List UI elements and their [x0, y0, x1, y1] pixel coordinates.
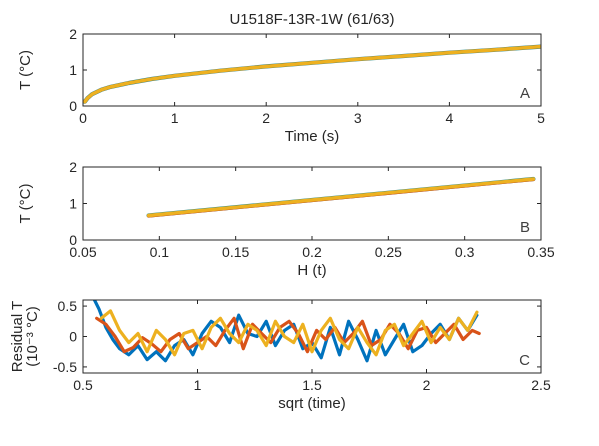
x-axis-label: H (t) — [297, 262, 326, 279]
y-tick-label: 2 — [69, 26, 77, 42]
y-axis-label: T (°C) — [17, 184, 34, 224]
panel-label: B — [520, 219, 530, 236]
x-tick-label: 0.5 — [73, 377, 93, 393]
series-line-orange — [83, 44, 541, 104]
x-tick-label: 0.1 — [150, 244, 170, 260]
y-tick-label: 2 — [69, 159, 77, 175]
x-tick-label: 1 — [194, 377, 202, 393]
axes-box — [82, 299, 542, 374]
x-tick-label: 3 — [354, 110, 362, 126]
x-tick-label: 2.5 — [531, 377, 551, 393]
y-tick-label: 0.5 — [58, 298, 78, 314]
x-tick-label: 4 — [446, 110, 454, 126]
y-tick-label: 1 — [69, 62, 77, 78]
y-axis-label: Residual T(10⁻³ °C) — [9, 301, 41, 372]
series-group — [92, 300, 481, 363]
x-tick-label: 5 — [537, 110, 545, 126]
y-tick-label: 0 — [69, 232, 77, 248]
x-tick-label: 2 — [262, 110, 270, 126]
x-tick-label: 0.3 — [455, 244, 475, 260]
x-tick-label: 0.15 — [222, 244, 249, 260]
x-axis-label: Time (s) — [285, 128, 339, 145]
axes-box — [82, 166, 542, 241]
x-tick-label: 0.05 — [69, 244, 96, 260]
panel-a: 0 1 2 3 4 5 0 1 2 Time (s) T (°C) A — [17, 26, 545, 145]
series-line-blue — [92, 300, 479, 363]
series-group — [146, 176, 536, 218]
x-tick-label: 0 — [79, 110, 87, 126]
y-tick-label: 0 — [69, 98, 77, 114]
panel-b: 0.05 0.1 0.15 0.2 0.25 0.3 0.35 0 1 2 H (t) T (°C) B — [17, 159, 555, 279]
x-axis-label: sqrt (time) — [278, 395, 346, 412]
x-tick-label: 1.5 — [302, 377, 322, 393]
series-line-yellow — [99, 309, 479, 357]
y-tick-label: -0.5 — [53, 359, 77, 375]
panel-c: 0.5 1 1.5 2 2.5 -0.5 0 0.5 sqrt (time) Residual T… — [9, 298, 551, 412]
panel-label: C — [519, 352, 530, 369]
panel-label: A — [520, 85, 530, 102]
y-axis-label: T (°C) — [17, 50, 34, 90]
y-tick-label: 0 — [69, 329, 77, 345]
x-tick-label: 1 — [171, 110, 179, 126]
series-line-teal — [83, 44, 541, 104]
x-tick-label: 0.35 — [527, 244, 554, 260]
x-tick-label: 2 — [423, 377, 431, 393]
x-tick-label: 0.25 — [375, 244, 402, 260]
axes-box — [82, 33, 542, 107]
series-group — [83, 44, 541, 104]
series-line-yellow — [146, 177, 536, 218]
y-tick-label: 1 — [69, 196, 77, 212]
series-line-yellow — [83, 44, 541, 104]
figure-title: U1518F-13R-1W (61/63) — [229, 11, 394, 28]
series-line-orange — [95, 316, 481, 354]
x-tick-label: 0.2 — [302, 244, 322, 260]
